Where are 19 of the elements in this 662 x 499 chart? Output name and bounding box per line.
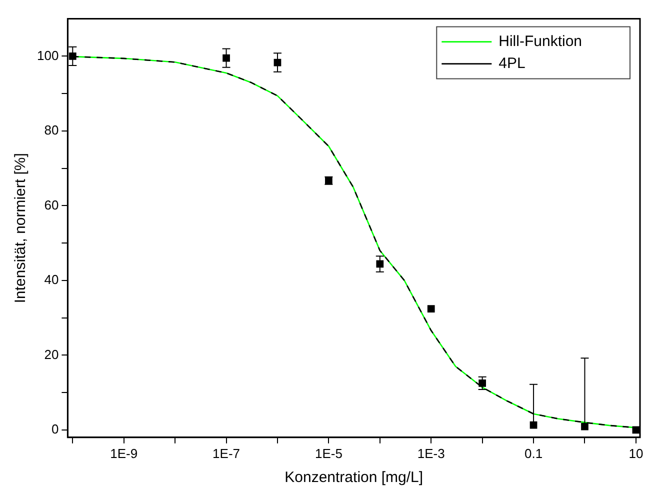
x-tick-label: 0.1 [524, 446, 543, 461]
y-tick-label: 40 [44, 272, 59, 288]
x-axis-title: Konzentration [mg/L] [284, 469, 424, 486]
point [427, 305, 435, 313]
point [581, 422, 588, 430]
legend-label: Hill-Funktion [498, 32, 582, 50]
y-tick-label: 0 [51, 422, 59, 437]
x-tick-label: 1E-5 [314, 446, 342, 461]
y-axis-title: Intensität, normiert [%] [12, 153, 30, 304]
point [632, 426, 640, 434]
x-tick-label: 1E-3 [417, 446, 445, 461]
legend-label: 4PL [498, 54, 526, 72]
y-tick-label: 100 [36, 48, 59, 63]
x-tick-label: 1E-9 [110, 446, 138, 461]
y-tick-label: 20 [44, 346, 59, 362]
y-tick-label: 80 [44, 122, 59, 138]
x-tick-label: 1E-7 [212, 446, 240, 461]
y-tick-label: 60 [44, 197, 59, 212]
x-tick-label: 10 [628, 446, 644, 461]
